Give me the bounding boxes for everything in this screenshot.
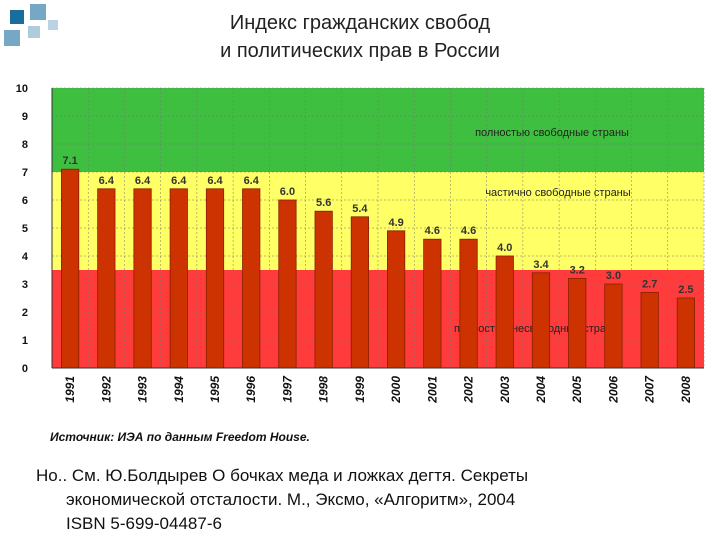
- x-tick-label: 2005: [570, 376, 584, 404]
- reference-isbn: ISBN 5-699-04487-6: [66, 514, 222, 533]
- bar: [97, 188, 116, 369]
- x-tick-label: 2003: [498, 376, 512, 404]
- data-label: 4.9: [388, 217, 403, 229]
- chart-title-line1: Индекс гражданских свобод: [229, 12, 491, 34]
- data-label: 6.4: [244, 175, 260, 187]
- reference-line: Но.. См. Ю.Болдырев О бочках меда и ложк…: [36, 466, 529, 485]
- x-tick-label: 1991: [63, 376, 77, 403]
- x-tick-label: 2000: [389, 376, 403, 404]
- data-label: 6.4: [135, 175, 151, 187]
- data-label: 3.4: [533, 259, 549, 271]
- decor-square: [28, 26, 40, 38]
- bar: [387, 230, 406, 369]
- decor-square: [30, 4, 46, 20]
- data-label: 2.7: [642, 278, 657, 290]
- y-tick-label: 9: [22, 111, 28, 123]
- chart-title-line2: и политических прав в России: [220, 40, 500, 62]
- decor-square: [4, 30, 20, 46]
- bar: [242, 188, 261, 369]
- y-tick-label: 8: [22, 139, 28, 151]
- bar: [133, 188, 152, 369]
- x-tick-label: 1994: [172, 376, 186, 403]
- bar: [568, 277, 587, 369]
- x-tick-label: 2001: [425, 376, 439, 404]
- data-label: 2.5: [678, 284, 693, 296]
- x-tick-label: 2006: [606, 376, 620, 404]
- data-label: 5.4: [352, 203, 368, 215]
- band-2: [52, 270, 704, 368]
- y-tick-label: 10: [16, 83, 28, 95]
- x-tick-label: 2008: [679, 376, 693, 404]
- data-label: 3.2: [570, 264, 585, 276]
- x-tick-label: 2004: [534, 376, 548, 404]
- y-tick-label: 3: [22, 279, 28, 291]
- bar: [495, 255, 514, 369]
- data-label: 6.4: [171, 175, 187, 187]
- x-tick-label: 1995: [208, 376, 222, 403]
- data-label: 6.0: [280, 186, 295, 198]
- y-tick-label: 1: [22, 335, 28, 347]
- chart-source: Источник: ИЭА по данным Freedom House.: [50, 430, 310, 444]
- decor-square: [10, 10, 24, 24]
- bar: [676, 297, 695, 369]
- data-label: 6.4: [207, 175, 223, 187]
- x-tick-label: 1997: [280, 375, 294, 403]
- bar: [423, 238, 442, 369]
- decor-square: [48, 20, 58, 30]
- data-label: 3.0: [606, 270, 621, 282]
- data-label: 4.6: [425, 225, 440, 237]
- data-label: 6.4: [99, 175, 115, 187]
- x-tick-label: 1993: [136, 376, 150, 403]
- x-tick-label: 1996: [244, 376, 258, 403]
- reference-line: экономической отсталости. М., Эксмо, «Ал…: [66, 490, 516, 509]
- y-tick-label: 6: [22, 195, 28, 207]
- bar: [314, 210, 333, 369]
- y-tick-label: 0: [22, 363, 28, 375]
- bar: [350, 216, 369, 369]
- x-tick-label: 2002: [462, 376, 476, 404]
- y-tick-label: 7: [22, 167, 28, 179]
- bar: [531, 272, 551, 369]
- band-label: полностью свободные страны: [475, 127, 629, 139]
- x-tick-label: 2007: [643, 375, 657, 404]
- book-reference: Но.. См. Ю.Болдырев О бочках меда и ложк…: [36, 464, 696, 536]
- bar: [459, 238, 478, 369]
- data-label: 4.6: [461, 225, 476, 237]
- bar: [169, 188, 188, 369]
- bar-chart: полностью свободные страны частично свобо…: [16, 83, 705, 404]
- x-tick-label: 1998: [317, 376, 331, 403]
- data-label: 4.0: [497, 242, 512, 254]
- data-label: 7.1: [62, 155, 77, 167]
- y-tick-label: 2: [22, 307, 28, 319]
- bar: [640, 291, 659, 369]
- band-label: частично свободные страны: [485, 187, 630, 199]
- x-tick-label: 1992: [99, 376, 113, 403]
- data-label: 5.6: [316, 197, 331, 209]
- y-tick-label: 4: [22, 251, 29, 263]
- y-tick-label: 5: [22, 223, 28, 235]
- x-tick-label: 1999: [353, 376, 367, 403]
- bar: [61, 168, 80, 369]
- bar: [604, 283, 623, 369]
- bar: [278, 199, 297, 369]
- bar: [205, 188, 225, 369]
